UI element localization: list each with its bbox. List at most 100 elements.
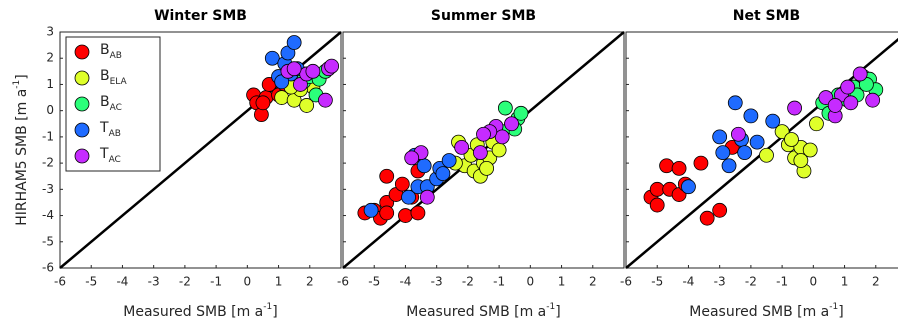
scatter-point: [802, 142, 818, 158]
x-tick-label: -4: [682, 275, 694, 289]
scatter-point: [398, 208, 413, 223]
text-part: B: [100, 68, 110, 84]
text-part: -1: [546, 302, 555, 312]
x-tick-label: -5: [85, 275, 97, 289]
text-part: AB: [110, 51, 122, 61]
legend-label: BELA: [100, 68, 128, 87]
text-part: Measured SMB [m a: [689, 304, 829, 320]
x-axis-label: Measured SMB [m a-1]: [406, 302, 560, 321]
x-tick-label: -4: [399, 275, 411, 289]
text-part: T: [99, 146, 109, 162]
scatter-point: [410, 205, 426, 221]
y-tick-label: -2: [42, 156, 54, 170]
x-tick-label: -6: [54, 275, 66, 289]
scatter-point: [435, 166, 451, 182]
x-tick-label: -3: [148, 275, 160, 289]
x-axis-label: Measured SMB [m a-1]: [123, 302, 277, 321]
text-part: T: [99, 120, 109, 136]
x-tick-label: -1: [493, 275, 505, 289]
scatter-point: [699, 210, 715, 226]
scatter-point: [765, 113, 781, 129]
text-part: -1: [12, 80, 22, 89]
scatter-point: [441, 153, 457, 168]
scatter-point: [743, 108, 759, 124]
y-axis-label: HIRHAM5 SMB [m a-1]: [12, 74, 31, 226]
text-part: AC: [110, 103, 122, 113]
scatter-point: [317, 92, 333, 108]
scatter-point: [286, 35, 302, 50]
x-tick-label: 0: [810, 275, 818, 289]
scatter-point: [671, 160, 687, 176]
chart-title: Net SMB: [733, 8, 800, 24]
legend-marker: [74, 122, 90, 138]
scatter-point: [852, 66, 868, 82]
x-tick-label: -2: [745, 275, 757, 289]
scatter-point: [865, 92, 881, 108]
scatter-point: [379, 168, 395, 184]
scatter-point: [721, 158, 737, 174]
scatter-point: [731, 126, 746, 142]
scatter-point: [787, 100, 802, 116]
text-part: ]: [14, 74, 30, 79]
scatter-point: [840, 79, 856, 95]
scatter-point: [649, 181, 665, 197]
x-tick-label: 0: [244, 275, 252, 289]
scatter-point: [305, 63, 321, 79]
scatter-point: [264, 50, 280, 66]
legend-marker: [74, 70, 90, 86]
text-part: -1: [263, 302, 272, 312]
y-tick-label: -3: [42, 182, 54, 196]
scatter-point: [394, 176, 410, 192]
text-part: Measured SMB [m a: [406, 304, 546, 320]
y-tick-label: 0: [46, 103, 54, 117]
scatter-point: [379, 205, 395, 221]
scatter-point: [363, 202, 379, 218]
legend-label: BAC: [100, 94, 122, 113]
legend-label: TAB: [99, 120, 121, 139]
scatter-point: [255, 95, 271, 111]
y-tick-label: 1: [46, 77, 54, 91]
text-part: HIRHAM5 SMB [m a: [14, 89, 30, 226]
y-tick-label: -1: [42, 129, 54, 143]
y-tick-label: -5: [42, 234, 54, 248]
scatter-point: [504, 116, 520, 132]
x-tick-label: -6: [337, 275, 349, 289]
text-part: ELA: [110, 77, 128, 87]
chart-title: Winter SMB: [154, 8, 247, 24]
x-tick-label: -5: [368, 275, 380, 289]
text-part: AB: [109, 129, 121, 139]
legend-marker: [74, 148, 90, 164]
x-tick-label: 1: [275, 275, 283, 289]
y-tick-label: -6: [42, 261, 54, 275]
text-part: -1: [829, 302, 838, 312]
y-tick-label: -4: [42, 208, 54, 222]
scatter-point: [715, 145, 731, 161]
x-tick-label: 0: [527, 275, 535, 289]
scatter-point: [793, 153, 809, 168]
x-tick-label: -4: [116, 275, 128, 289]
x-tick-label: -5: [651, 275, 663, 289]
scatter-point: [809, 116, 824, 132]
y-tick-label: 3: [46, 25, 54, 39]
scatter-point: [513, 105, 529, 121]
scatter-point: [401, 189, 416, 205]
scatter-point: [712, 129, 728, 145]
scatter-point: [476, 126, 491, 142]
text-part: ]: [272, 304, 277, 320]
scatter-point: [479, 160, 495, 176]
scatter-point: [737, 145, 753, 161]
text-part: B: [100, 94, 110, 110]
x-tick-label: -2: [462, 275, 474, 289]
scatter-point: [454, 139, 470, 155]
x-tick-label: 2: [306, 275, 314, 289]
legend-label: TAC: [99, 146, 121, 165]
x-tick-label: 1: [558, 275, 566, 289]
scatter-point: [681, 179, 696, 195]
scatter-point: [419, 189, 435, 205]
scatter-point: [416, 158, 432, 174]
x-tick-label: -3: [431, 275, 443, 289]
scatter-point: [472, 145, 488, 161]
scatter-point: [286, 61, 302, 77]
x-tick-label: 2: [589, 275, 597, 289]
